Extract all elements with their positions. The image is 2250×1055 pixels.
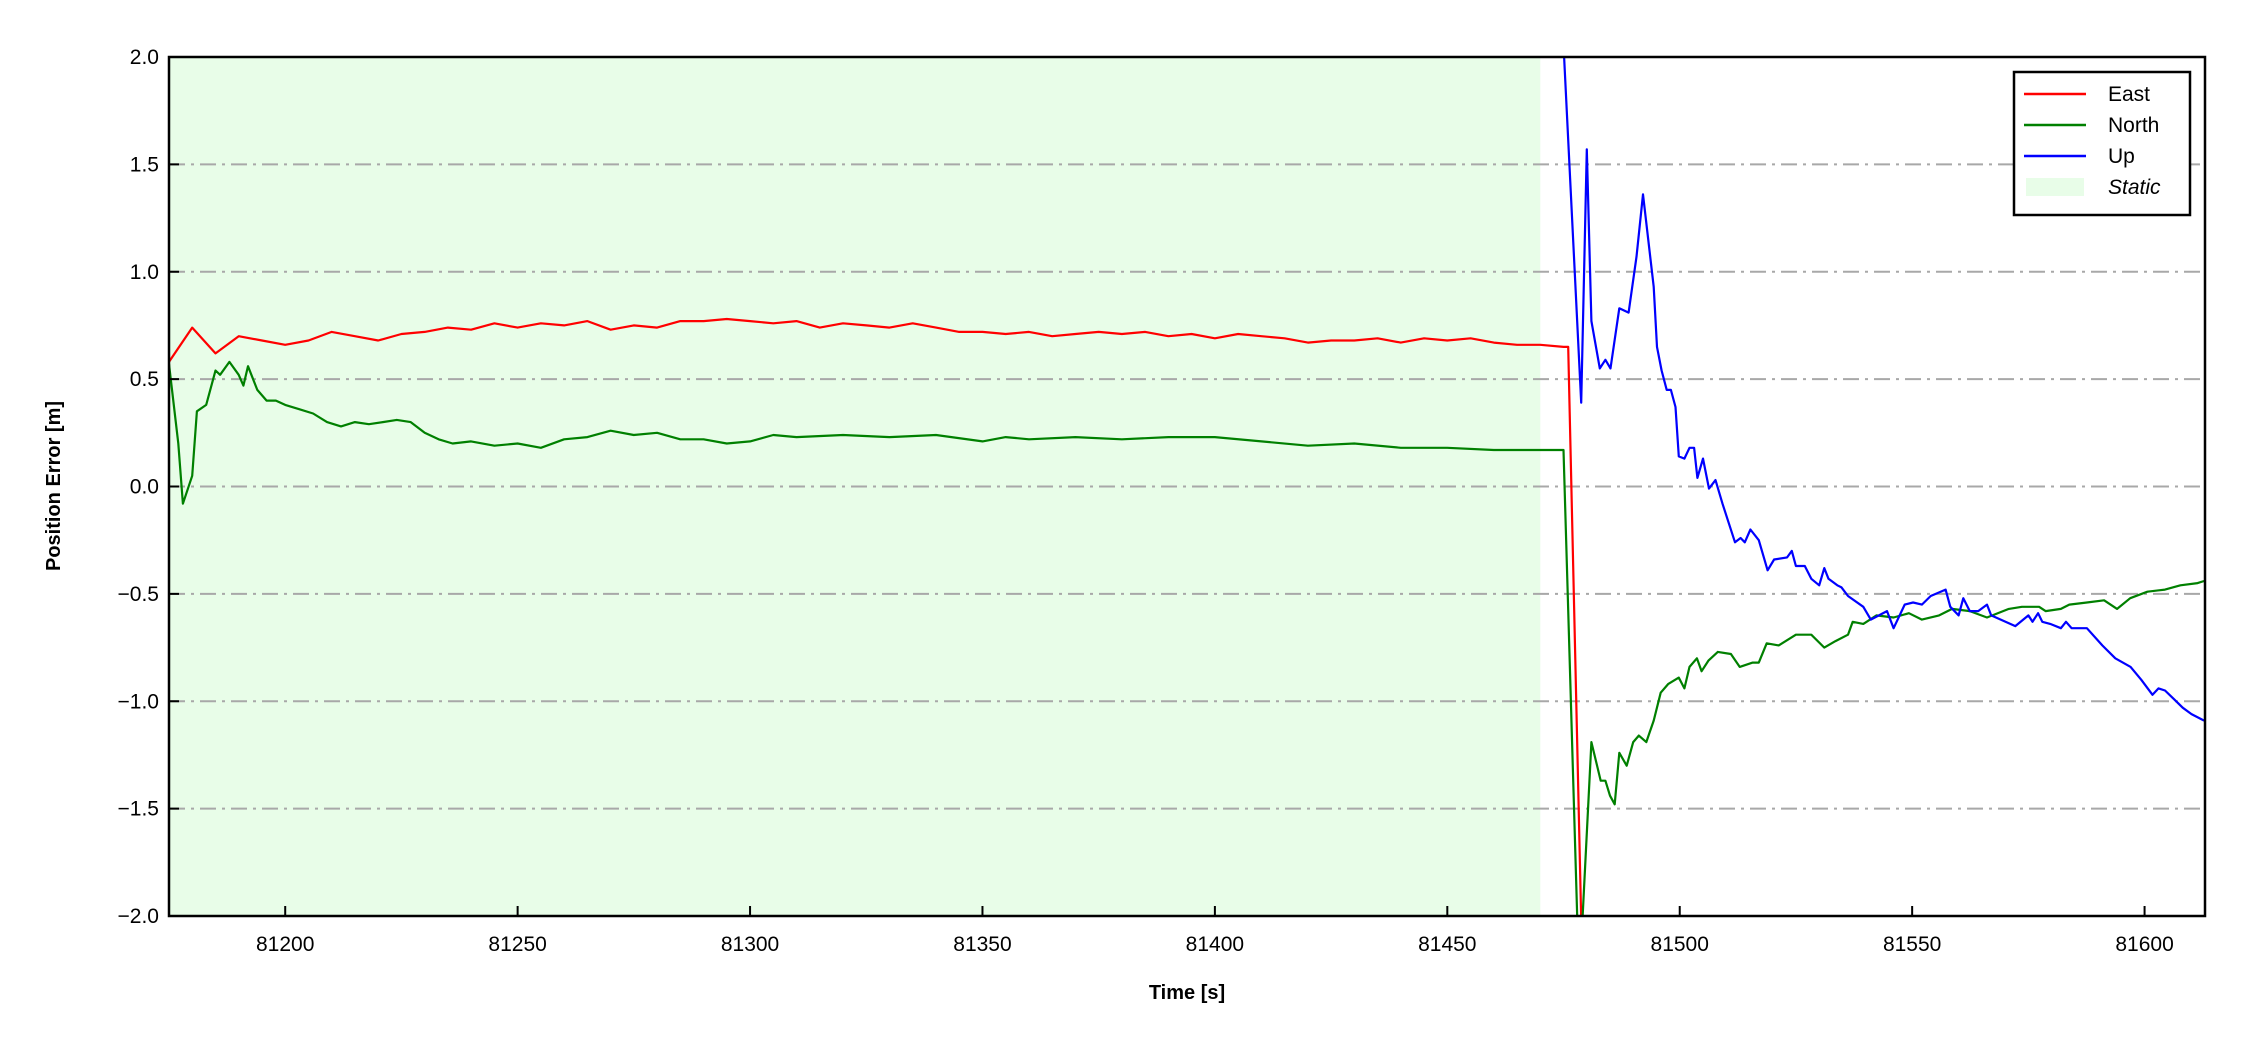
- y-tick-label: 0.5: [130, 368, 159, 391]
- legend-label-north: North: [2108, 114, 2159, 137]
- x-tick-label: 81600: [2115, 933, 2173, 956]
- plot-frame: [167, 55, 2207, 918]
- y-tick-label: 1.0: [130, 261, 159, 284]
- x-tick-label: 81250: [488, 933, 546, 956]
- x-tick-label: 81550: [1883, 933, 1941, 956]
- series-line-up: [1563, 57, 2205, 722]
- y-tick-label: 1.5: [130, 153, 159, 176]
- series-line-east: [169, 317, 1583, 916]
- x-tick-label: 81300: [721, 933, 779, 956]
- y-tick-label: 2.0: [130, 46, 159, 69]
- series-line-north: [169, 360, 2205, 916]
- x-axis-label: Time [s]: [1149, 982, 1225, 1004]
- legend: East North Up Static: [2012, 70, 2192, 217]
- legend-swatch-static: [2026, 178, 2084, 196]
- x-tick-label: 81450: [1418, 933, 1476, 956]
- y-tick-label: −1.5: [118, 798, 159, 821]
- legend-label-static: Static: [2108, 176, 2161, 199]
- x-tick-label: 81400: [1186, 933, 1244, 956]
- y-tick-label: −0.5: [118, 583, 159, 606]
- y-tick-label: −2.0: [118, 905, 159, 928]
- x-tick-label: 81200: [256, 933, 314, 956]
- x-tick-label: 81500: [1651, 933, 1709, 956]
- y-tick-label: −1.0: [118, 690, 159, 713]
- legend-label-up: Up: [2108, 145, 2135, 168]
- y-tick-label: 0.0: [130, 476, 159, 499]
- x-tick-label: 81350: [953, 933, 1011, 956]
- y-axis-label: Position Error [m]: [43, 401, 65, 571]
- legend-label-east: East: [2108, 83, 2150, 106]
